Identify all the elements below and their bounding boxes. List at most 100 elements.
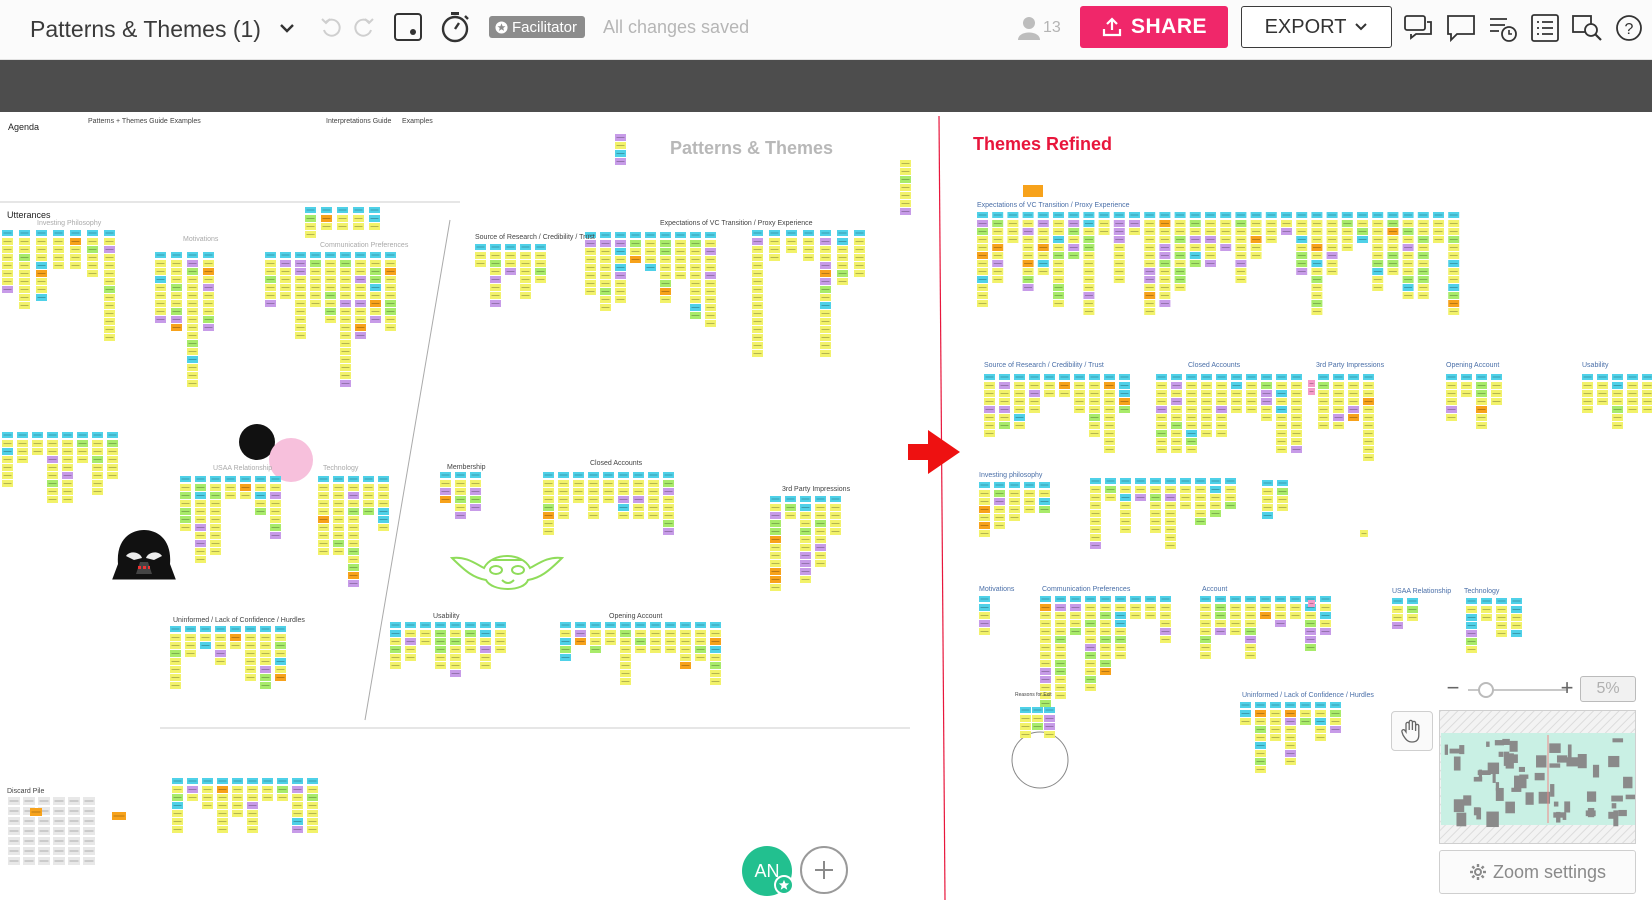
sticky-note[interactable]: [420, 622, 431, 628]
sticky-note[interactable]: [240, 476, 251, 482]
sticky-note[interactable]: [1276, 390, 1287, 397]
sticky-note[interactable]: [1215, 612, 1226, 619]
sticky-note[interactable]: [107, 464, 118, 471]
sticky-note[interactable]: [800, 520, 811, 527]
sticky-note[interactable]: [1085, 628, 1096, 635]
sticky-note[interactable]: [1231, 398, 1242, 405]
sticky-note[interactable]: [2, 286, 13, 293]
sticky-note[interactable]: [1216, 406, 1227, 413]
sticky-note[interactable]: [455, 488, 466, 495]
sticky-note[interactable]: [1174, 212, 1186, 218]
sticky-note[interactable]: [19, 294, 30, 301]
sticky-note[interactable]: [1255, 758, 1266, 765]
sticky-note[interactable]: [1276, 374, 1287, 380]
sticky-note[interactable]: [1100, 612, 1111, 619]
sticky-note[interactable]: [984, 390, 995, 397]
sticky-note[interactable]: [348, 476, 359, 482]
sticky-note[interactable]: [1113, 276, 1125, 283]
sticky-note[interactable]: [977, 228, 988, 235]
sticky-note[interactable]: [1020, 723, 1031, 730]
sticky-note[interactable]: [170, 634, 181, 641]
sticky-note[interactable]: [337, 223, 348, 230]
sticky-note[interactable]: [635, 638, 646, 645]
sticky-note[interactable]: [1144, 300, 1156, 307]
sticky-note[interactable]: [820, 334, 831, 341]
sticky-note[interactable]: [1330, 726, 1341, 733]
sticky-note[interactable]: [1240, 710, 1251, 717]
sticky-note[interactable]: [785, 504, 796, 511]
sticky-note[interactable]: [210, 516, 221, 523]
sticky-note[interactable]: [1174, 252, 1186, 259]
sticky-note[interactable]: [752, 278, 763, 285]
sticky-note[interactable]: [295, 324, 306, 331]
sticky-note[interactable]: [1348, 406, 1359, 413]
sticky-note[interactable]: [348, 484, 359, 491]
sticky-note[interactable]: [1326, 220, 1338, 227]
sticky-note[interactable]: [573, 488, 584, 495]
sticky-note[interactable]: [348, 492, 359, 499]
sticky-note[interactable]: [245, 634, 256, 641]
sticky-note[interactable]: [620, 638, 631, 645]
sticky-note[interactable]: [575, 638, 586, 645]
sticky-note[interactable]: [665, 622, 676, 628]
sticky-note[interactable]: [155, 276, 166, 283]
sticky-note[interactable]: [820, 278, 831, 285]
sticky-note[interactable]: [820, 238, 831, 245]
sticky-note[interactable]: [1511, 606, 1522, 613]
sticky-note[interactable]: [455, 512, 466, 519]
sticky-note[interactable]: [603, 472, 614, 478]
sticky-note[interactable]: [1230, 620, 1241, 627]
sticky-notes-layer[interactable]: [2, 134, 1652, 865]
sticky-note[interactable]: [979, 612, 990, 619]
sticky-note[interactable]: [245, 626, 256, 632]
sticky-note[interactable]: [1105, 486, 1116, 493]
sticky-note[interactable]: [1150, 510, 1161, 517]
sticky-note[interactable]: [590, 638, 601, 645]
sticky-note[interactable]: [1326, 212, 1338, 218]
sticky-note[interactable]: [1318, 382, 1329, 389]
board-canvas[interactable]: Patterns & Themes Themes Refined Agenda …: [0, 112, 1652, 900]
sticky-note[interactable]: [560, 622, 571, 628]
sticky-note[interactable]: [800, 568, 811, 575]
sticky-note[interactable]: [680, 654, 691, 661]
sticky-note[interactable]: [171, 324, 182, 331]
sticky-note[interactable]: [1174, 244, 1186, 251]
sticky-note[interactable]: [292, 810, 303, 817]
sticky-note[interactable]: [385, 316, 396, 323]
sticky-note[interactable]: [1250, 236, 1262, 243]
sticky-note[interactable]: [195, 548, 206, 555]
sticky-note[interactable]: [265, 260, 276, 267]
sticky-note[interactable]: [1165, 542, 1176, 549]
sticky-note[interactable]: [265, 284, 276, 291]
sticky-note[interactable]: [470, 504, 481, 511]
sticky-note[interactable]: [295, 284, 306, 291]
sticky-note[interactable]: [265, 252, 276, 258]
board-content[interactable]: [0, 112, 1652, 900]
sticky-note[interactable]: [573, 480, 584, 487]
sticky-note[interactable]: [1150, 486, 1161, 493]
sticky-note[interactable]: [575, 622, 586, 628]
sticky-note[interactable]: [992, 252, 1004, 259]
sticky-note[interactable]: [615, 248, 626, 255]
sticky-note[interactable]: [1165, 510, 1176, 517]
sticky-note[interactable]: [770, 544, 781, 551]
sticky-note[interactable]: [1100, 652, 1111, 659]
sticky-note[interactable]: [107, 456, 118, 463]
sticky-note[interactable]: [710, 678, 721, 685]
sticky-note[interactable]: [270, 500, 281, 507]
sticky-note[interactable]: [1270, 702, 1281, 708]
sticky-note[interactable]: [560, 646, 571, 653]
sticky-note[interactable]: [38, 827, 50, 835]
sticky-note[interactable]: [830, 520, 841, 527]
sticky-note[interactable]: [1296, 244, 1308, 251]
sticky-note[interactable]: [1053, 244, 1064, 251]
sticky-note[interactable]: [203, 316, 214, 323]
sticky-note[interactable]: [520, 268, 531, 275]
sticky-note[interactable]: [1255, 726, 1266, 733]
sticky-note[interactable]: [203, 284, 214, 291]
sticky-note[interactable]: [1281, 212, 1292, 218]
sticky-note[interactable]: [1341, 228, 1353, 235]
sticky-note[interactable]: [1055, 660, 1066, 667]
sticky-note[interactable]: [155, 308, 166, 315]
sticky-note[interactable]: [310, 260, 321, 267]
